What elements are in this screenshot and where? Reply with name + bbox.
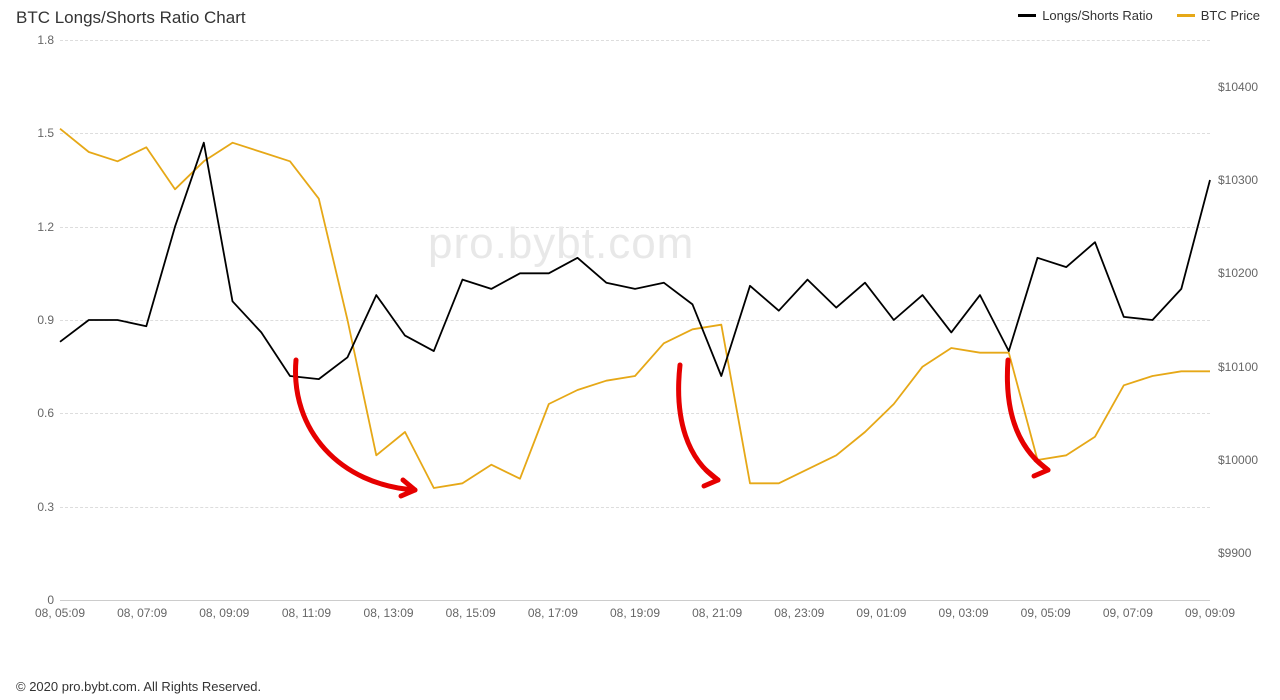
price-line <box>60 129 1210 488</box>
footer-copyright: © 2020 pro.bybt.com. All Rights Reserved… <box>16 679 261 694</box>
legend-swatch-ratio <box>1018 14 1036 17</box>
annotation-arrowhead <box>704 470 718 486</box>
chart-svg <box>0 30 1280 650</box>
ratio-line <box>60 143 1210 379</box>
legend-item-price: BTC Price <box>1177 8 1260 23</box>
annotation-arrowhead <box>1034 460 1048 476</box>
legend-label-ratio: Longs/Shorts Ratio <box>1042 8 1153 23</box>
annotation-arrow <box>1007 360 1048 470</box>
chart-title: BTC Longs/Shorts Ratio Chart <box>16 8 246 28</box>
annotation-arrow <box>296 360 415 490</box>
legend-item-ratio: Longs/Shorts Ratio <box>1018 8 1153 23</box>
chart-area: 00.30.60.91.21.51.8$9900$10000$10100$102… <box>0 30 1280 650</box>
legend-label-price: BTC Price <box>1201 8 1260 23</box>
legend-swatch-price <box>1177 14 1195 17</box>
annotation-arrow <box>679 365 718 480</box>
legend: Longs/Shorts Ratio BTC Price <box>1018 8 1260 23</box>
